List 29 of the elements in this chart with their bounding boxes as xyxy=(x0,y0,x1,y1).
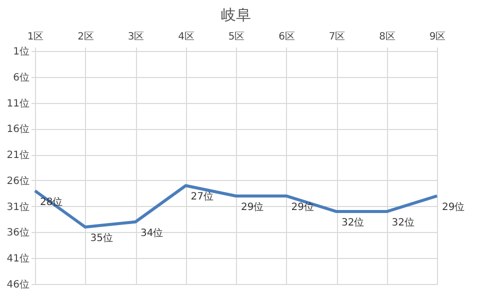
y-tick-label: 41位 xyxy=(6,252,30,265)
data-label: 32位 xyxy=(392,216,414,229)
chart-title: 岐阜 xyxy=(221,6,251,24)
y-tick-label: 1位 xyxy=(13,46,30,58)
x-tick-label: 1区 xyxy=(27,32,44,42)
data-label: 27位 xyxy=(190,190,214,203)
y-tick-label: 6位 xyxy=(13,71,30,84)
x-tick-label: 4区 xyxy=(178,32,194,42)
y-tick-label: 31位 xyxy=(6,200,30,213)
x-tick-label: 3区 xyxy=(128,32,144,42)
data-label: 32位 xyxy=(342,216,364,229)
y-tick-label: 16位 xyxy=(6,123,30,136)
y-tick-label: 46位 xyxy=(6,278,30,290)
x-tick-label: 5区 xyxy=(228,32,245,42)
line-series xyxy=(34,184,438,229)
y-tick-label: 11位 xyxy=(6,97,30,110)
data-label: 29位 xyxy=(241,200,264,213)
y-tick-label: 21位 xyxy=(6,149,30,162)
data-label: 35位 xyxy=(90,232,113,244)
y-tick-label: 26位 xyxy=(6,174,30,187)
x-tick-label: 2区 xyxy=(78,32,94,42)
x-tick-label: 7区 xyxy=(328,32,346,42)
data-label: 29位 xyxy=(291,200,314,213)
data-label: 29位 xyxy=(442,200,465,213)
x-tick-label: 8区 xyxy=(379,32,396,42)
y-tick-label: 36位 xyxy=(6,226,30,239)
x-tick-label: 6区 xyxy=(278,32,295,42)
x-tick-label: 9区 xyxy=(429,32,446,42)
data-label: 34位 xyxy=(140,226,164,239)
